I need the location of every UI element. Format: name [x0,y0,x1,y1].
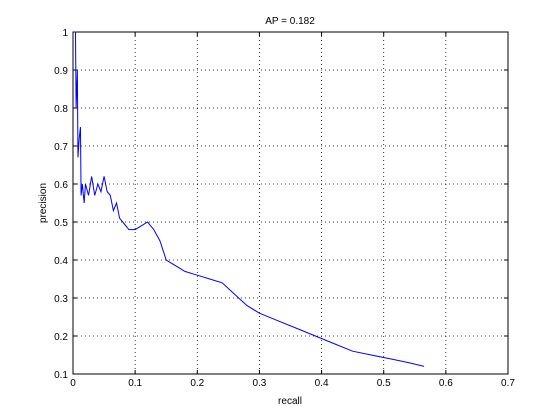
y-tick-label: 0.1 [54,370,68,381]
y-tick-label: 1 [62,28,68,39]
x-tick-label: 0.7 [501,378,515,389]
axes-box [72,31,509,375]
chart-title: AP = 0.182 [265,16,315,27]
x-tick-label: 0.2 [190,378,204,389]
pr-curve [74,31,425,367]
y-tick-label: 0.7 [54,142,68,153]
y-tick-label: 0.9 [54,66,68,77]
x-axis-label: recall [278,396,302,407]
x-tick-label: 0.3 [252,378,266,389]
y-tick-label: 0.5 [54,218,68,229]
y-tick-label: 0.3 [54,294,68,305]
y-tick-label: 0.6 [54,180,68,191]
x-tick-label: 0.1 [128,378,142,389]
y-tick-label: 0.8 [54,104,68,115]
x-tick-label: 0.5 [377,378,391,389]
y-tick-label: 0.2 [54,332,68,343]
y-axis-label: precision [38,183,49,223]
x-tick-label: 0.4 [315,378,329,389]
y-tick-label: 0.4 [54,256,68,267]
x-tick-label: 0.6 [439,378,453,389]
x-tick-label: 0 [70,378,76,389]
